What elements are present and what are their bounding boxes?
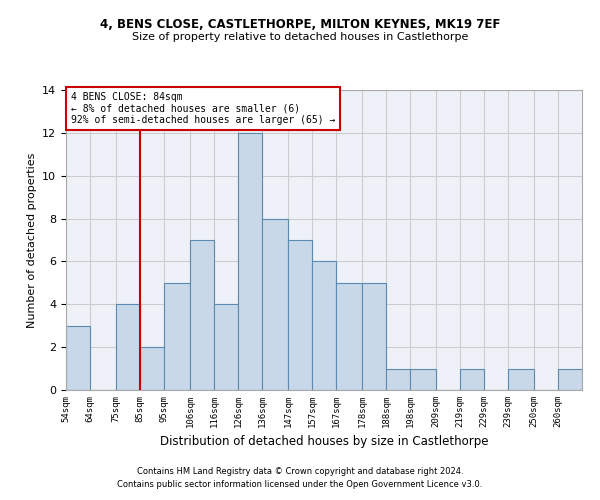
Bar xyxy=(410,368,436,390)
Bar xyxy=(66,326,90,390)
Bar xyxy=(190,240,214,390)
Bar xyxy=(460,368,484,390)
Text: Contains public sector information licensed under the Open Government Licence v3: Contains public sector information licen… xyxy=(118,480,482,489)
Text: 4, BENS CLOSE, CASTLETHORPE, MILTON KEYNES, MK19 7EF: 4, BENS CLOSE, CASTLETHORPE, MILTON KEYN… xyxy=(100,18,500,30)
Bar xyxy=(164,283,190,390)
Bar xyxy=(312,262,336,390)
Bar xyxy=(214,304,238,390)
Bar xyxy=(386,368,410,390)
Bar xyxy=(288,240,312,390)
Bar xyxy=(262,218,288,390)
Text: Contains HM Land Registry data © Crown copyright and database right 2024.: Contains HM Land Registry data © Crown c… xyxy=(137,467,463,476)
Bar xyxy=(238,133,262,390)
Bar xyxy=(362,283,386,390)
Text: 4 BENS CLOSE: 84sqm
← 8% of detached houses are smaller (6)
92% of semi-detached: 4 BENS CLOSE: 84sqm ← 8% of detached hou… xyxy=(71,92,335,124)
Bar xyxy=(336,283,362,390)
Bar xyxy=(558,368,582,390)
Bar xyxy=(508,368,534,390)
X-axis label: Distribution of detached houses by size in Castlethorpe: Distribution of detached houses by size … xyxy=(160,436,488,448)
Text: Size of property relative to detached houses in Castlethorpe: Size of property relative to detached ho… xyxy=(132,32,468,42)
Bar xyxy=(116,304,140,390)
Bar xyxy=(140,347,164,390)
Y-axis label: Number of detached properties: Number of detached properties xyxy=(26,152,37,328)
